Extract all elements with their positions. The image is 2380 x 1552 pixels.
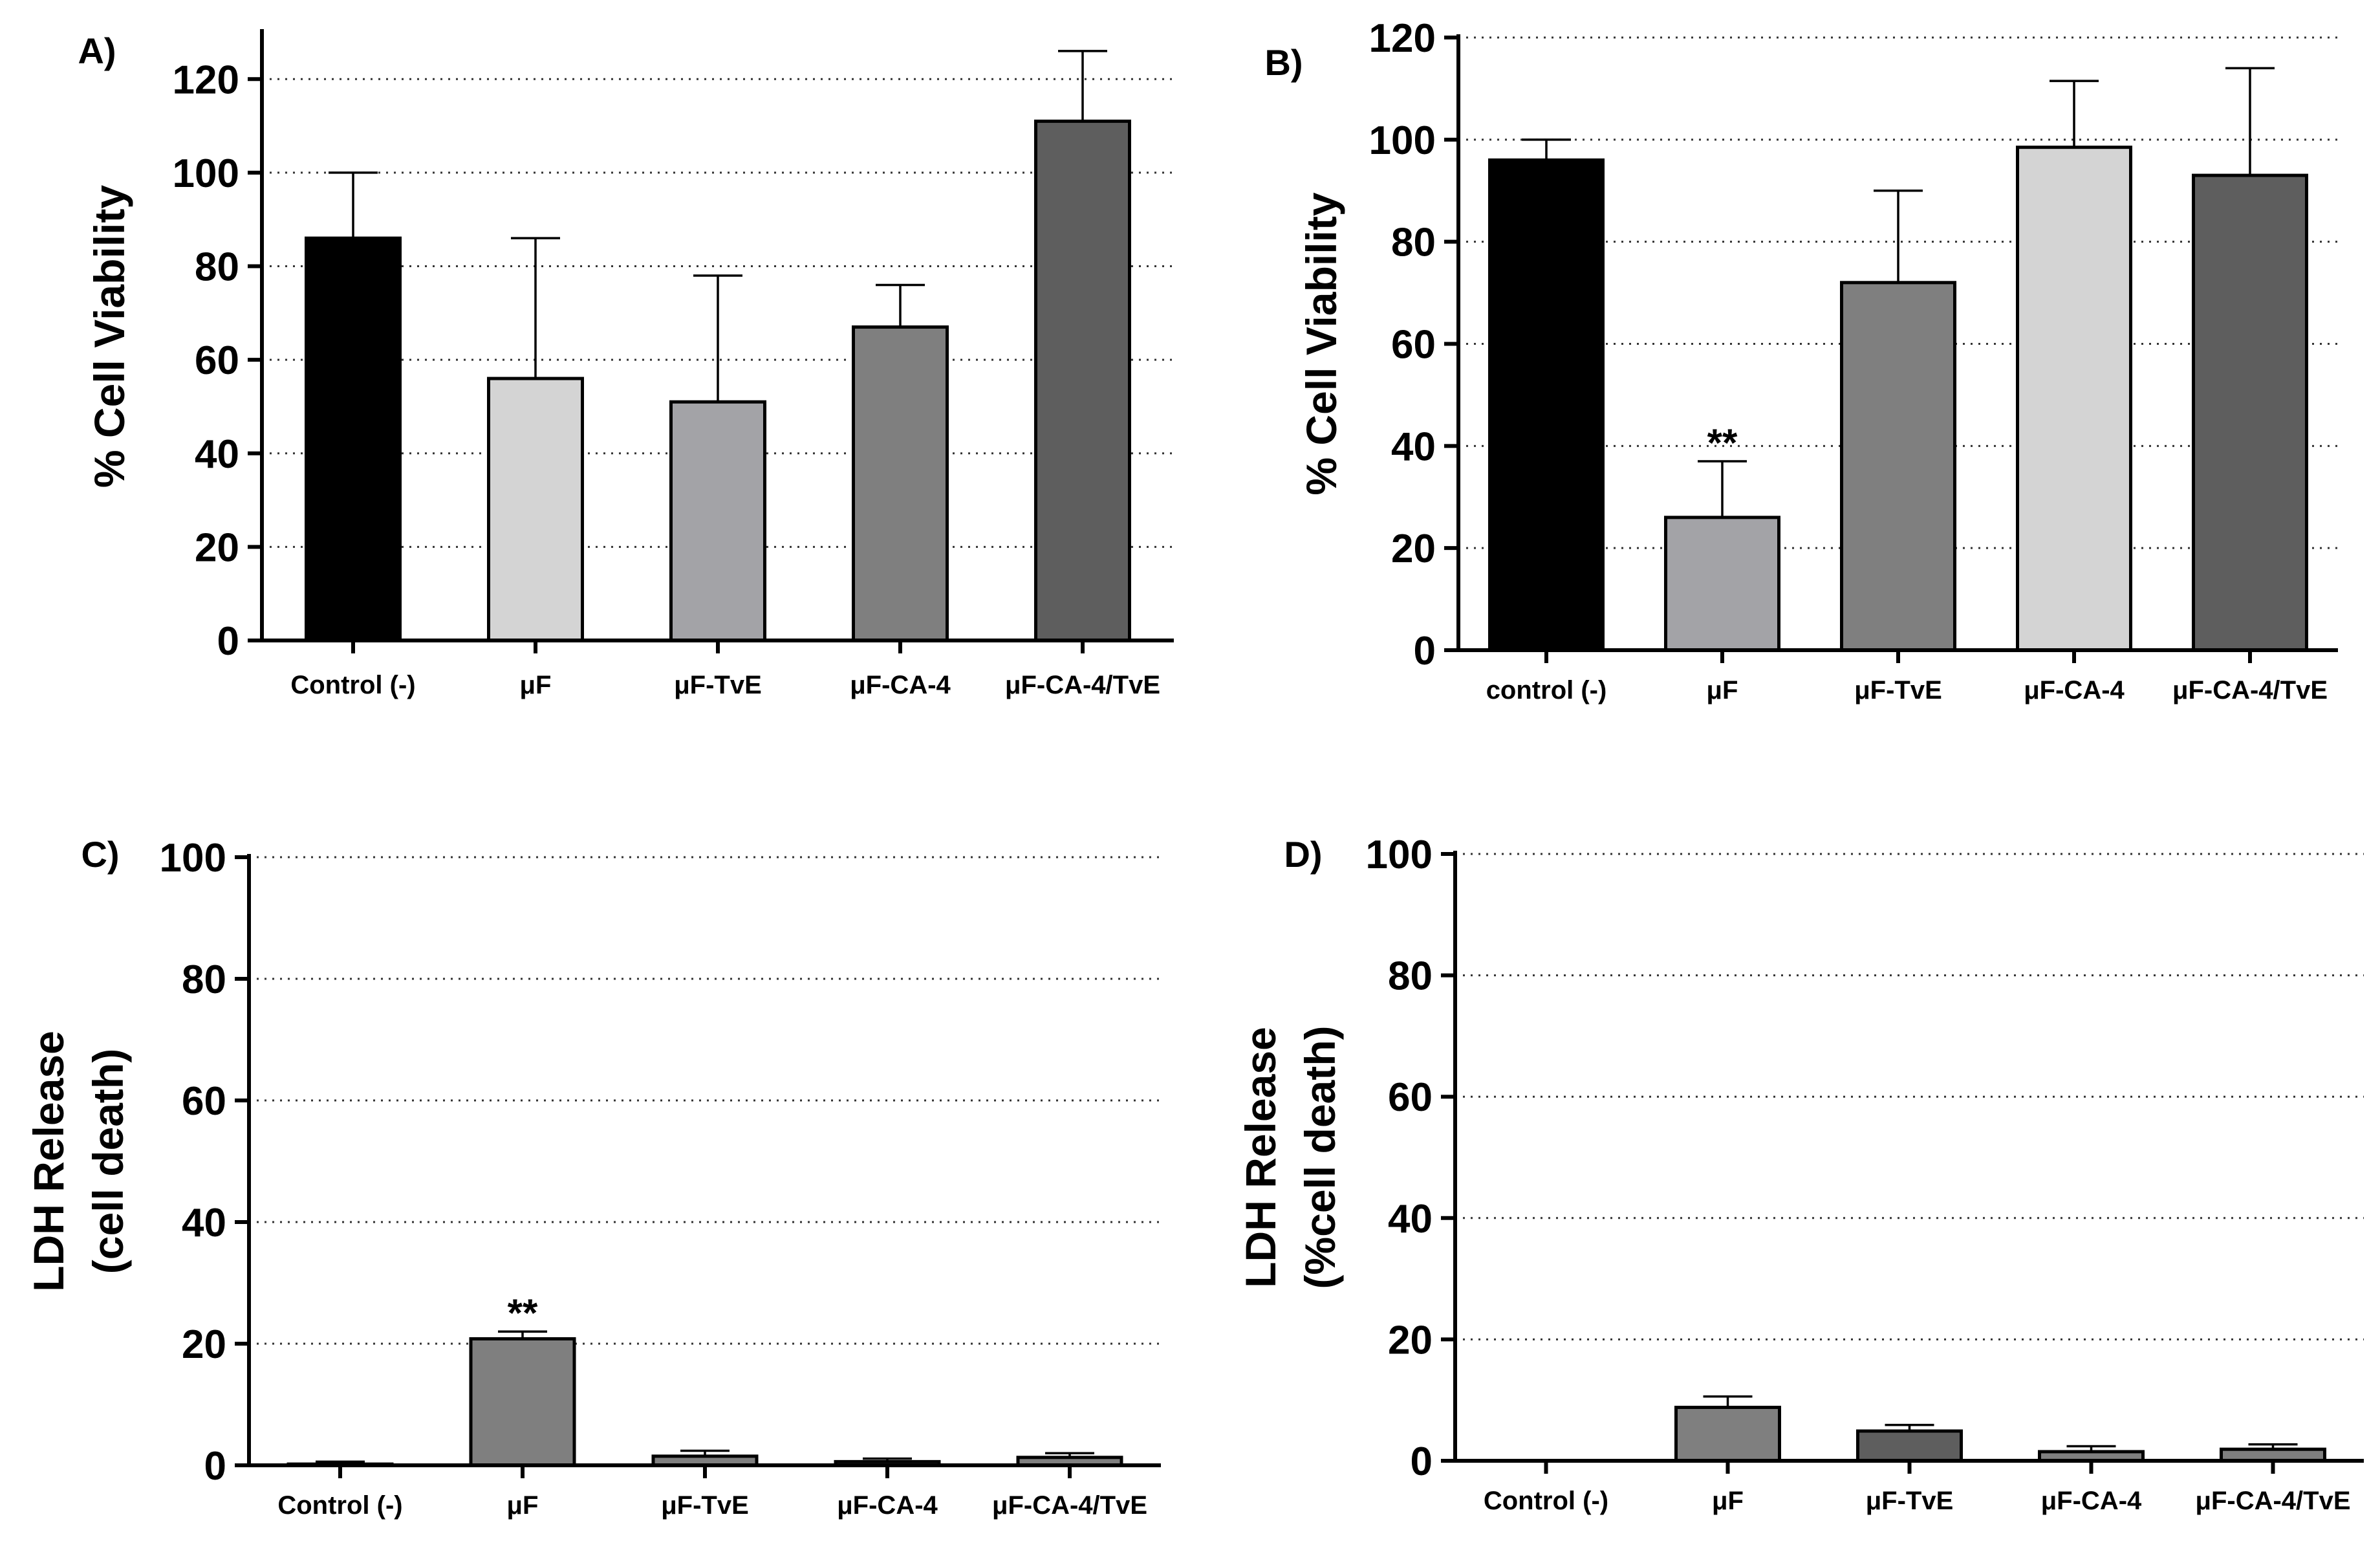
bar — [1488, 158, 1605, 652]
y-tick-label: 60 — [195, 338, 239, 383]
bar — [487, 377, 584, 642]
significance-marker: ** — [1707, 421, 1738, 465]
x-tick-label: μF-CA-4 — [2041, 1487, 2142, 1515]
bar — [2016, 146, 2132, 652]
y-tick-label: 40 — [195, 432, 239, 477]
y-tick-label: 100 — [173, 151, 239, 196]
y-axis-label: LDH Release — [1237, 1027, 1284, 1288]
x-tick-label: μF — [1707, 676, 1738, 705]
significance-marker: ** — [508, 1291, 538, 1335]
panel-a-chart: 0 20 40 60 80 100 120 Control (-) μF μF-TvE μF-CA-… — [78, 29, 1174, 699]
bar — [669, 400, 766, 642]
x-tick-label: μF — [507, 1491, 539, 1520]
panel-label: C) — [81, 834, 119, 875]
panel-label: B) — [1264, 42, 1303, 83]
panel-label: A) — [78, 30, 116, 71]
y-tick-label: 100 — [160, 836, 226, 880]
y-tick-label: 60 — [182, 1079, 226, 1124]
bar — [852, 325, 949, 642]
x-tick-label: μF-CA-4/TvE — [2195, 1487, 2350, 1515]
x-tick-label: Control (-) — [290, 671, 415, 699]
bar — [305, 236, 402, 642]
x-tick-label: control (-) — [1486, 676, 1607, 705]
x-tick-label: Control (-) — [277, 1491, 402, 1520]
x-tick-label: Control (-) — [1484, 1487, 1608, 1515]
x-tick-label: μF-TvE — [674, 671, 762, 699]
x-tick-label: μF-TvE — [661, 1491, 749, 1520]
y-axis-label: (cell death) — [84, 1049, 132, 1274]
y-tick-label: 20 — [195, 525, 239, 570]
x-tick-label: μF — [520, 671, 552, 699]
y-axis-label: LDH Release — [25, 1031, 72, 1292]
y-tick-label: 120 — [1369, 16, 1436, 61]
y-axis-label: % Cell Viability — [1297, 192, 1345, 496]
x-tick-label: μF-CA-4 — [837, 1491, 938, 1520]
y-tick-label: 20 — [182, 1322, 226, 1367]
x-tick-label: μF-TvE — [1854, 676, 1942, 705]
panel-label: D) — [1284, 834, 1322, 875]
y-tick-label: 0 — [1414, 629, 1436, 673]
x-tick-label: μF-CA-4 — [2024, 676, 2125, 705]
x-tick-label: μF-CA-4/TvE — [1005, 671, 1160, 699]
x-tick-label: μF — [1712, 1487, 1744, 1515]
x-tick-label: μF-CA-4 — [850, 671, 951, 699]
y-tick-label: 60 — [1388, 1075, 1433, 1120]
bar — [1674, 1405, 1781, 1463]
y-tick-label: 80 — [195, 245, 239, 290]
y-tick-label: 100 — [1369, 118, 1436, 163]
x-tick-label: μF-CA-4/TvE — [992, 1491, 1147, 1520]
y-tick-label: 40 — [1388, 1197, 1433, 1241]
y-tick-label: 20 — [1388, 1318, 1433, 1362]
y-axis-label: (%cell death) — [1296, 1025, 1344, 1289]
y-tick-label: 0 — [204, 1444, 226, 1489]
y-tick-label: 80 — [1388, 954, 1433, 999]
y-tick-label: 0 — [217, 619, 239, 664]
y-tick-label: 80 — [1391, 221, 1436, 265]
x-tick-label: μF-TvE — [1866, 1487, 1954, 1515]
y-tick-label: 40 — [182, 1201, 226, 1245]
panel-d-chart: 0 20 40 60 80 100 Control (-) μF μF-TvE μF-CA-4 μF… — [1237, 833, 2364, 1515]
panel-c-chart: ** 0 20 40 60 80 100 Control (-) μF μF-TvE μF-CA-4… — [25, 834, 1161, 1520]
panel-b-chart: ** 0 20 40 60 80 100 120 control (-) μF μF-TvE μF-C… — [1264, 16, 2338, 705]
bar — [1856, 1429, 1963, 1463]
y-tick-label: 40 — [1391, 424, 1436, 469]
y-tick-label: 60 — [1391, 323, 1436, 367]
y-tick-label: 0 — [1411, 1439, 1433, 1484]
y-tick-label: 100 — [1366, 833, 1433, 877]
y-axis-label: % Cell Viability — [85, 185, 133, 488]
y-tick-label: 20 — [1391, 527, 1436, 571]
bar — [1034, 119, 1131, 642]
bar — [2192, 173, 2308, 652]
bar — [1840, 281, 1956, 652]
bar — [1664, 516, 1780, 652]
x-tick-label: μF-CA-4/TvE — [2172, 676, 2328, 705]
bar — [469, 1337, 576, 1467]
y-tick-label: 80 — [182, 957, 226, 1002]
y-tick-label: 120 — [173, 58, 239, 102]
